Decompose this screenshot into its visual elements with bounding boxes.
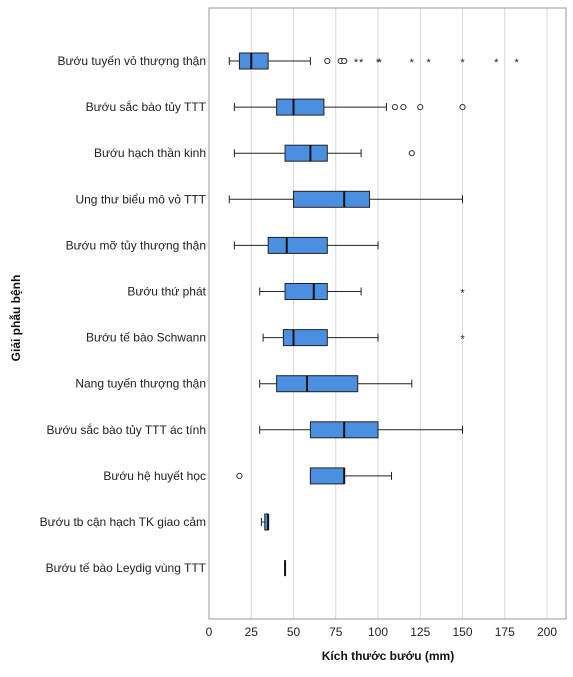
- extreme-point: *: [378, 57, 383, 69]
- extreme-point: *: [460, 288, 465, 300]
- box: [276, 98, 325, 116]
- box: [238, 52, 269, 70]
- category-label: Bướu tế bào Leydig vùng TTT: [46, 561, 207, 575]
- outlier-point: [459, 104, 466, 111]
- x-tick-label: 0: [206, 625, 213, 639]
- outlier-point: [341, 57, 348, 65]
- extreme-point: *: [460, 57, 465, 69]
- category-label: Bướu tế bào Schwann: [86, 331, 206, 345]
- extreme-point: *: [359, 57, 364, 69]
- extreme-point: *: [514, 57, 519, 69]
- x-tick-label: 175: [495, 625, 515, 639]
- category-labels: Bướu tuyến vỏ thượng thận Bướu sắc bào tủ…: [40, 54, 207, 575]
- category-label: Bướu hạch thần kinh: [94, 146, 206, 160]
- x-tick-labels: 0 25 50 75 100 125 150 175 200: [206, 625, 558, 639]
- box-series: * * ** * * * * ***: [228, 52, 519, 577]
- box: [276, 375, 359, 393]
- outlier-point: [236, 472, 243, 479]
- category-label: Bướu tb cận hạch TK giao cảm: [40, 515, 206, 529]
- x-tick-label: 125: [410, 625, 430, 639]
- outlier-point: [391, 104, 398, 111]
- box-group: [259, 375, 413, 393]
- extreme-point: *: [354, 57, 359, 69]
- x-axis-title: Kích thước bướu (mm): [322, 649, 454, 663]
- category-label: Bướu mỡ tủy thượng thận: [66, 238, 206, 252]
- box: [284, 283, 328, 300]
- box: [309, 467, 345, 485]
- x-tick-label: 75: [329, 625, 343, 639]
- y-axis-title: Giải phẫu bệnh: [8, 275, 23, 362]
- category-label: Ung thư biểu mô vỏ TTT: [75, 192, 206, 206]
- box-group: [236, 467, 393, 485]
- box: [267, 236, 328, 254]
- box: [293, 190, 371, 208]
- category-label: Bướu tuyến vỏ thượng thận: [57, 54, 206, 68]
- outlier-point: [400, 104, 407, 111]
- x-tick-label: 200: [537, 625, 557, 639]
- box-group: [233, 236, 379, 254]
- box-group: [233, 144, 415, 162]
- extreme-point: *: [494, 57, 499, 69]
- box-group: [259, 421, 463, 439]
- box-group: [233, 98, 466, 116]
- category-label: Nang tuyến thượng thận: [75, 377, 206, 391]
- box-group: [228, 190, 463, 208]
- box-group: *: [259, 283, 465, 300]
- box-group: [260, 513, 270, 531]
- extreme-point: *: [410, 57, 415, 69]
- outlier-point: [324, 57, 331, 65]
- x-tick-label: 25: [245, 625, 259, 639]
- box: [282, 329, 328, 347]
- x-tick-label: 150: [452, 625, 472, 639]
- category-label: Bướu hệ huyết học: [103, 469, 206, 483]
- extreme-point: *: [376, 57, 381, 69]
- box: [284, 144, 328, 162]
- category-label: Bướu sắc bào tủy TTT: [86, 99, 207, 114]
- category-label: Bướu sắc bào tủy TTT ác tính: [46, 422, 206, 437]
- extreme-point: *: [427, 57, 432, 69]
- x-tick-label: 100: [368, 625, 388, 639]
- extreme-point: *: [460, 334, 465, 346]
- plot-frame: [208, 7, 567, 620]
- category-label: Bướu thứ phát: [127, 285, 206, 299]
- x-tick-label: 50: [287, 625, 301, 639]
- outlier-point: [408, 150, 415, 157]
- box-group: * * ** * * * * *: [228, 52, 519, 70]
- box-group: *: [262, 329, 465, 347]
- outlier-point: [417, 104, 424, 111]
